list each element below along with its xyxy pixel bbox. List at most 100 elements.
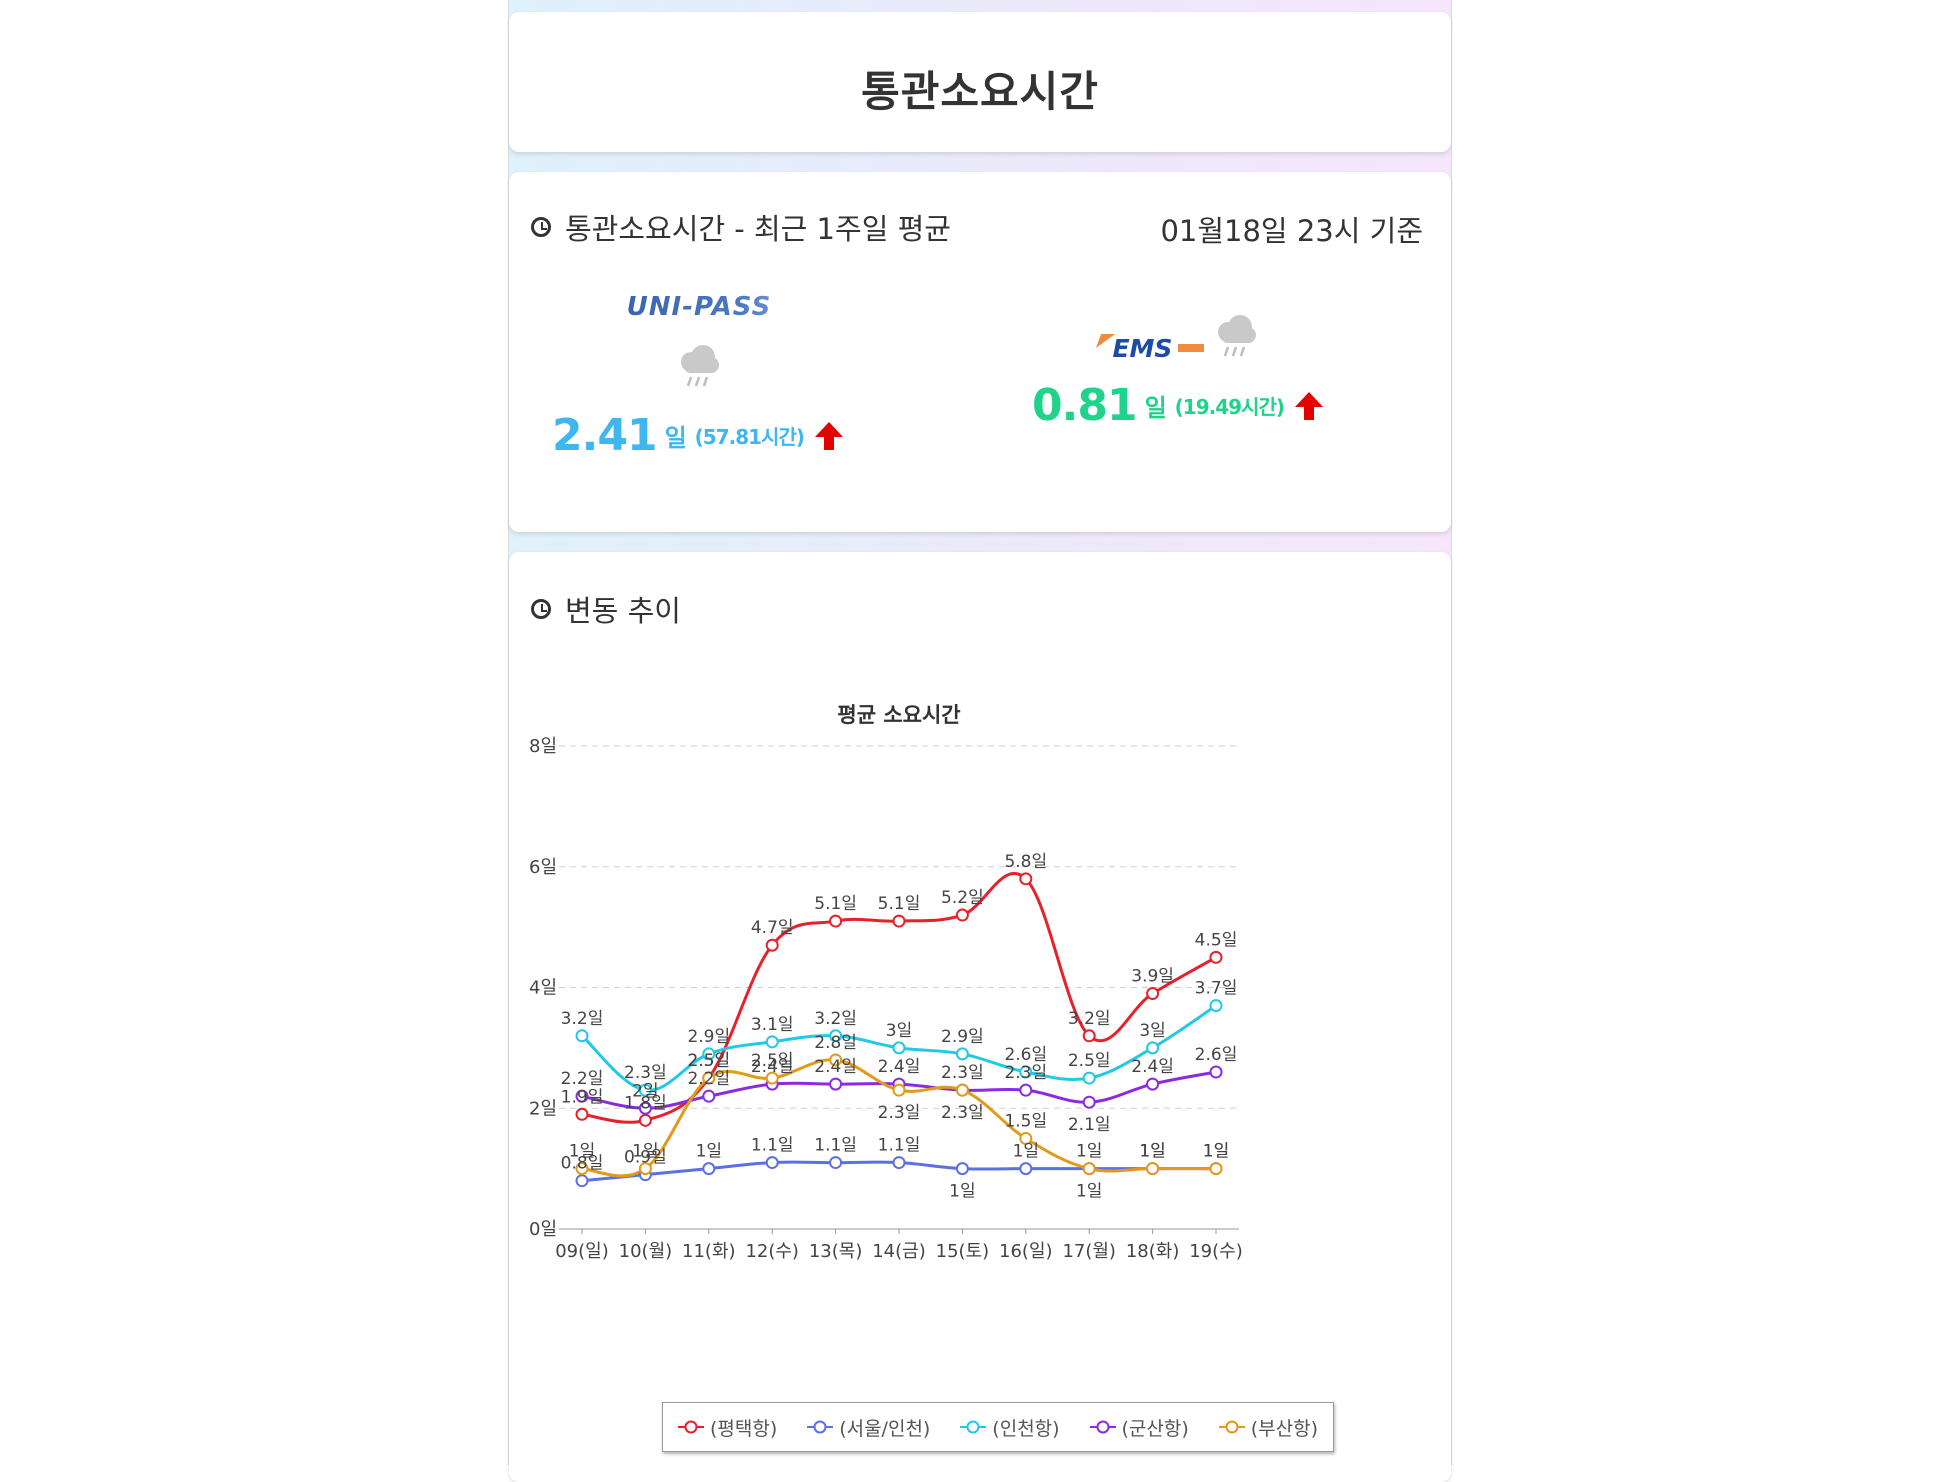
ems-logo-text: EMS	[1112, 333, 1173, 363]
legend-item[interactable]: (서울/인천)	[807, 1414, 930, 1441]
unipass-stat: 2.41 일 (57.81시간)	[509, 410, 889, 461]
data-point	[1209, 950, 1223, 964]
basis-time: 01월18일 23시 기준	[1160, 214, 1423, 248]
legend-item[interactable]: (군산항)	[1089, 1414, 1189, 1441]
data-point	[892, 1041, 906, 1055]
data-label: 1일	[1076, 1142, 1102, 1162]
data-point	[1146, 1041, 1160, 1055]
ems-stat: 0.81 일 (19.49시간)	[989, 380, 1369, 431]
data-point	[765, 1035, 779, 1049]
legend-marker-icon	[1089, 1420, 1116, 1434]
data-point	[702, 1071, 716, 1085]
data-label: 5.2일	[941, 888, 984, 908]
data-point	[1209, 1065, 1223, 1079]
data-label: 2.5일	[1068, 1051, 1111, 1071]
x-tick-label: 14(금)	[872, 1241, 926, 1262]
data-label: 1.1일	[751, 1136, 794, 1156]
data-point	[1019, 1065, 1033, 1079]
data-label: 2.5일	[687, 1051, 730, 1071]
legend-marker-icon	[807, 1420, 834, 1434]
data-point	[829, 914, 843, 928]
data-label: 1.1일	[814, 1136, 857, 1156]
data-point	[1082, 1071, 1096, 1085]
line-chart: 평균 소요시간 0일 2일 4일 6일 8일 09(일) 10(월) 11(화) 12(수) 13(…	[529, 703, 1243, 1262]
x-tick-label: 17(월)	[1062, 1241, 1116, 1262]
data-label: 1일	[696, 1142, 722, 1162]
data-point	[702, 1162, 716, 1176]
data-label: 2.3일	[1004, 1063, 1047, 1083]
data-point	[955, 908, 969, 922]
data-point	[702, 1089, 716, 1103]
data-point	[955, 1162, 969, 1176]
data-point	[765, 938, 779, 952]
rain-cloud-icon	[1217, 315, 1256, 357]
x-tick-label: 10(월)	[619, 1241, 673, 1262]
legend-label: (부산항)	[1250, 1417, 1318, 1440]
data-label: 2.6일	[1195, 1045, 1238, 1065]
data-point	[1146, 987, 1160, 1001]
legend-marker-icon	[1218, 1420, 1245, 1434]
ems-hours: (19.49시간)	[1174, 395, 1285, 419]
summary-heading-text: 통관소요시간 - 최근 1주일 평균	[565, 212, 951, 246]
unipass-unit: 일	[664, 424, 687, 452]
data-point	[638, 1083, 652, 1097]
data-label: 2.2일	[687, 1069, 730, 1089]
data-point	[1082, 1029, 1096, 1043]
data-label: 0.9일	[624, 1148, 667, 1168]
data-label: 3.7일	[1195, 979, 1238, 999]
data-label: 2일	[632, 1081, 658, 1101]
data-label: 0.8일	[561, 1154, 604, 1174]
legend-label: (평택항)	[709, 1417, 778, 1440]
ems-logo: EMS	[1091, 333, 1205, 363]
data-label: 1일	[1203, 1142, 1229, 1162]
x-tick-label: 12(수)	[745, 1241, 799, 1262]
data-label: 1일	[1076, 1182, 1102, 1202]
arrow-up-icon	[1295, 391, 1323, 420]
data-label: 2.9일	[941, 1027, 984, 1047]
page-column: 통관소요시간 통관소요시간 - 최근 1주일 평균 01월18일 23시 기준 …	[508, 0, 1452, 1482]
data-point	[1019, 1083, 1033, 1097]
ems-unit: 일	[1144, 394, 1167, 422]
data-point	[892, 914, 906, 928]
y-tick-label: 4일	[529, 978, 557, 999]
legend-item[interactable]: (부산항)	[1218, 1414, 1318, 1441]
summary-card: 통관소요시간 - 최근 1주일 평균 01월18일 23시 기준 UNI-PAS…	[509, 172, 1451, 532]
data-label: 2.5일	[687, 1051, 730, 1071]
data-label: 2.4일	[814, 1057, 857, 1077]
page-title: 통관소요시간	[861, 67, 1099, 116]
data-label: 5.8일	[1004, 852, 1047, 872]
legend-item[interactable]: (인천항)	[960, 1414, 1060, 1441]
data-point	[1082, 1095, 1096, 1109]
data-point	[1146, 1162, 1160, 1176]
chart-title: 평균 소요시간	[837, 703, 960, 727]
x-tick-label: 15(토)	[936, 1241, 990, 1262]
clock-icon	[531, 217, 551, 237]
data-label: 1일	[569, 1142, 595, 1162]
data-point	[575, 1029, 589, 1043]
data-label: 1.8일	[624, 1093, 667, 1113]
unipass-logo: UNI-PASS	[509, 292, 889, 322]
data-point	[638, 1162, 652, 1176]
data-label: 2.3일	[941, 1063, 984, 1083]
data-label: 3.1일	[751, 1015, 794, 1035]
data-point	[765, 1156, 779, 1170]
legend-label: (인천항)	[992, 1417, 1060, 1440]
data-point	[575, 1162, 589, 1176]
data-label: 1.1일	[878, 1136, 921, 1156]
data-point	[892, 1083, 906, 1097]
data-point	[575, 1107, 589, 1121]
data-point	[1019, 1162, 1033, 1176]
data-point	[1209, 999, 1223, 1013]
data-label: 3.2일	[814, 1009, 857, 1029]
data-label: 2.8일	[814, 1033, 857, 1053]
y-tick-label: 8일	[529, 736, 557, 757]
data-label: 1.5일	[1004, 1111, 1047, 1131]
arrow-up-icon	[815, 421, 843, 450]
data-label: 3.2일	[1068, 1009, 1111, 1029]
data-point	[638, 1113, 652, 1127]
y-tick-label: 0일	[529, 1219, 557, 1240]
data-point	[829, 1156, 843, 1170]
legend-item[interactable]: (평택항)	[677, 1414, 778, 1441]
y-tick-label: 6일	[529, 857, 557, 878]
data-point	[1019, 872, 1033, 886]
